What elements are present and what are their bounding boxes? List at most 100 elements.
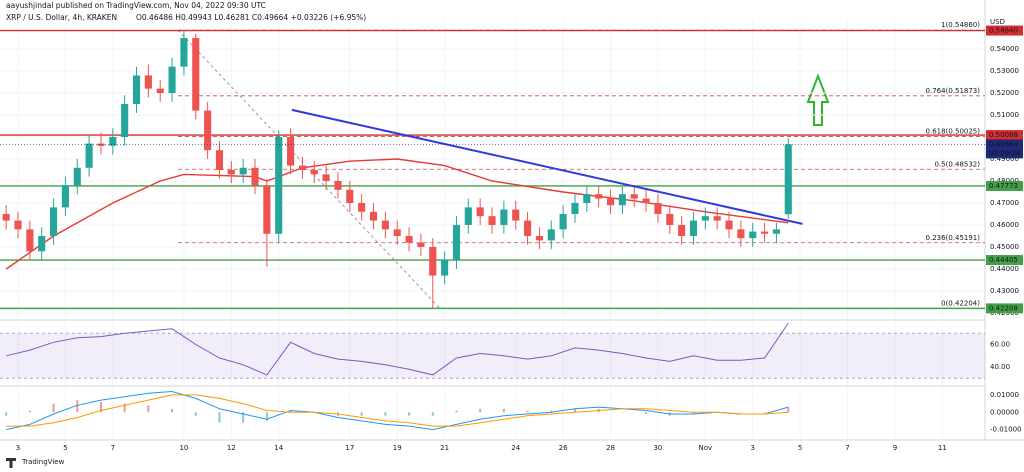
symbol-title: XRP / U.S. Dollar, 4h, KRAKEN bbox=[6, 13, 117, 22]
macd-histogram-bar bbox=[99, 401, 102, 413]
candle-body bbox=[393, 229, 401, 236]
candle-body bbox=[725, 220, 733, 230]
candle-body bbox=[417, 242, 425, 247]
candle-body bbox=[488, 216, 496, 225]
candle-body bbox=[204, 110, 212, 151]
candle-body bbox=[784, 144, 792, 215]
level-tag bbox=[986, 130, 1023, 141]
fib-label: 1(0.54860) bbox=[941, 21, 980, 29]
candle-body bbox=[132, 75, 141, 105]
candle-body bbox=[263, 185, 271, 234]
macd-histogram-bar bbox=[289, 410, 292, 413]
x-tick-label: 9 bbox=[893, 444, 897, 452]
macd-tick-label: 0.00000 bbox=[990, 408, 1019, 416]
y-tick-label: 0.51000 bbox=[990, 111, 1019, 119]
fib-label: 0.618(0.50025) bbox=[926, 127, 981, 135]
candle-body bbox=[476, 207, 484, 217]
macd-histogram-bar bbox=[692, 412, 695, 414]
candle-body bbox=[251, 167, 259, 186]
macd-histogram-bar bbox=[218, 412, 221, 423]
fib-label: 0.236(0.45191) bbox=[926, 234, 981, 242]
candle-body bbox=[50, 207, 58, 236]
candle-body bbox=[369, 211, 378, 221]
y-tick-label: 0.53000 bbox=[990, 67, 1019, 75]
x-tick-label: 28 bbox=[606, 444, 615, 452]
candle-body bbox=[571, 202, 579, 214]
level-tag bbox=[986, 255, 1023, 266]
x-tick-label: 5 bbox=[798, 444, 802, 452]
x-tick-label: 30 bbox=[653, 444, 662, 452]
candle-body bbox=[14, 220, 22, 230]
trendline bbox=[291, 108, 803, 225]
macd-histogram-bar bbox=[763, 412, 766, 413]
x-tick-label: 7 bbox=[845, 444, 849, 452]
candle-body bbox=[121, 104, 129, 138]
x-tick-label: 17 bbox=[345, 444, 354, 452]
x-tick-label: 21 bbox=[440, 444, 449, 452]
candle-body bbox=[535, 235, 543, 241]
candle-body bbox=[156, 88, 164, 94]
candle-body bbox=[429, 246, 437, 276]
candle-body bbox=[749, 231, 757, 239]
macd-histogram-bar bbox=[621, 412, 624, 413]
x-tick-label: Nov bbox=[698, 444, 712, 452]
level-tag-label: 0.54840 bbox=[989, 27, 1018, 35]
candle-body bbox=[180, 38, 188, 67]
x-tick-label: 7 bbox=[111, 444, 115, 452]
brand-logo bbox=[6, 458, 16, 468]
candle-body bbox=[737, 229, 745, 239]
candle-body bbox=[500, 209, 508, 225]
candle-body bbox=[701, 216, 709, 221]
level-tag bbox=[986, 180, 1023, 191]
level-tag-label: 0.44405 bbox=[989, 256, 1018, 264]
candle-body bbox=[239, 167, 247, 175]
x-tick-label: 26 bbox=[559, 444, 568, 452]
fib-label: 0.5(0.48532) bbox=[934, 160, 980, 168]
x-tick-label: 14 bbox=[274, 444, 283, 452]
macd-histogram-bar bbox=[242, 412, 245, 423]
candle-body bbox=[595, 194, 603, 199]
candle-body bbox=[583, 194, 591, 203]
macd-histogram-bar bbox=[384, 412, 387, 416]
rsi-band bbox=[0, 333, 985, 379]
level-tag-label: 0.50088 bbox=[989, 131, 1018, 139]
candle-body bbox=[547, 229, 555, 241]
macd-histogram-bar bbox=[265, 412, 268, 421]
x-tick-label: 12 bbox=[227, 444, 236, 452]
brand: TradingView bbox=[21, 458, 65, 466]
x-tick-label: 11 bbox=[938, 444, 947, 452]
level-tag-label: 0.42208 bbox=[989, 304, 1018, 312]
candle-body bbox=[73, 167, 81, 186]
countdown: 02:29:24 bbox=[989, 149, 1021, 157]
macd-tick-label: 0.01000 bbox=[990, 391, 1019, 399]
macd-histogram-bar bbox=[431, 412, 434, 416]
macd-histogram-bar bbox=[479, 408, 482, 413]
candle-body bbox=[275, 137, 283, 234]
rsi-tick-label: 60.00 bbox=[990, 341, 1010, 349]
macd-histogram-bar bbox=[526, 410, 529, 413]
candle-body bbox=[358, 202, 366, 212]
rsi-tick-label: 40.00 bbox=[990, 363, 1010, 371]
candle-body bbox=[61, 185, 69, 208]
candle-body bbox=[452, 224, 461, 261]
macd-tick-label: -0.01000 bbox=[990, 426, 1021, 434]
macd-histogram-bar bbox=[147, 405, 150, 413]
candle-body bbox=[666, 213, 674, 225]
macd-histogram-bar bbox=[76, 400, 79, 413]
candle-body bbox=[26, 229, 34, 252]
macd-histogram-bar bbox=[408, 412, 411, 416]
macd-histogram-bar bbox=[123, 403, 126, 413]
y-tick-label: 0.47000 bbox=[990, 199, 1019, 207]
y-tick-label: 0.44000 bbox=[990, 265, 1019, 273]
macd-histogram-bar bbox=[194, 412, 197, 416]
x-tick-label: 19 bbox=[393, 444, 402, 452]
publisher: aayushjindal published on TradingView.co… bbox=[6, 1, 266, 10]
level-tag-label: 0.47773 bbox=[989, 182, 1018, 190]
candle-body bbox=[606, 198, 615, 206]
candle-body bbox=[772, 229, 780, 234]
candle-body bbox=[215, 150, 224, 170]
candle-body bbox=[713, 216, 721, 221]
y-tick-label: 0.45000 bbox=[990, 243, 1019, 251]
candle-body bbox=[761, 231, 769, 234]
